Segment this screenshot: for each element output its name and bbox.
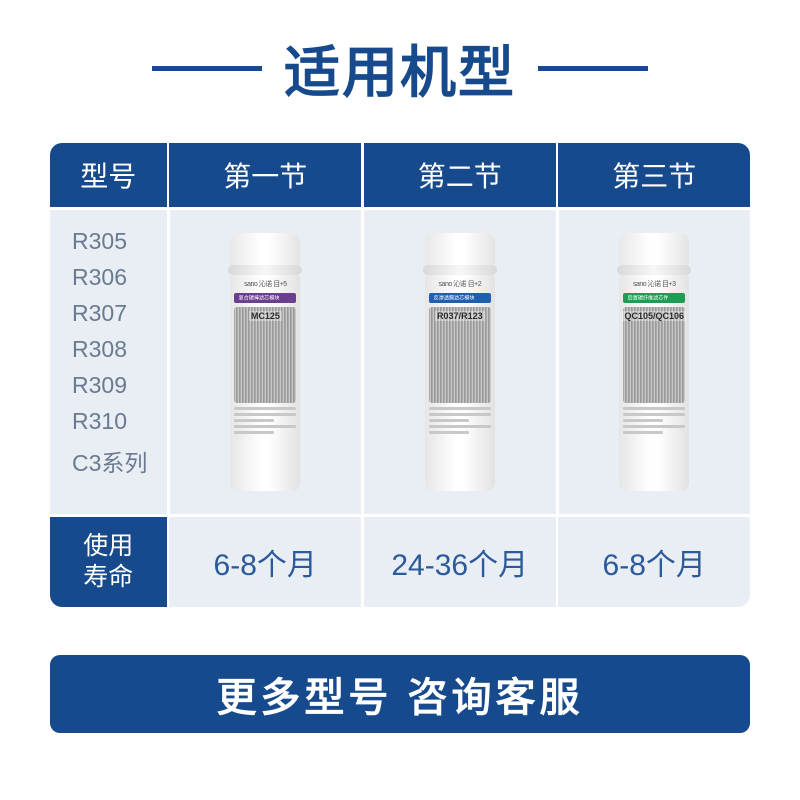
filter2-stripe: 反渗透膜滤芯模块: [429, 293, 491, 303]
table-life-row: 使用 寿命 6-8个月 24-36个月 6-8个月: [50, 517, 750, 607]
stage2-cell: sano 沁诺 目+2 反渗透膜滤芯模块 R037/R123: [364, 210, 555, 514]
model-item: R308: [72, 336, 127, 363]
filter3-stripe: 后置碳纤维滤芯件: [623, 293, 685, 303]
title-bar-left: [152, 66, 262, 71]
model-item: R309: [72, 372, 127, 399]
model-item: R310: [72, 408, 127, 435]
stage1-cell: sano 沁诺 目+5 复合碳棒滤芯模块 MC125: [170, 210, 361, 514]
filter1-brand: sano 沁诺 目+5: [244, 279, 287, 289]
contact-banner[interactable]: 更多型号 咨询客服: [50, 655, 750, 733]
page-title: 适用机型: [284, 28, 516, 109]
life-stage1: 6-8个月: [169, 517, 361, 607]
model-item: R305: [72, 228, 127, 255]
header-stage2: 第二节: [364, 143, 556, 207]
table-body-row: R305 R306 R307 R308 R309 R310 C3系列 sano …: [50, 210, 750, 514]
page-title-group: 适用机型: [152, 28, 648, 109]
life-stage3: 6-8个月: [558, 517, 750, 607]
header-stage3: 第三节: [558, 143, 750, 207]
filter2-brand: sano 沁诺 目+2: [439, 279, 482, 289]
filter1-code: MC125: [249, 311, 282, 321]
stage3-cell: sano 沁诺 目+3 后置碳纤维滤芯件 QC105/QC106: [559, 210, 750, 514]
life-label: 使用 寿命: [50, 517, 167, 607]
filter-cartridge-2: sano 沁诺 目+2 反渗透膜滤芯模块 R037/R123: [425, 233, 495, 491]
table-header-row: 型号 第一节 第二节 第三节: [50, 143, 750, 207]
compat-table: 型号 第一节 第二节 第三节 R305 R306 R307 R308 R309 …: [50, 143, 750, 607]
model-item: R307: [72, 300, 127, 327]
filter2-code: R037/R123: [435, 311, 485, 321]
filter1-stripe: 复合碳棒滤芯模块: [234, 293, 296, 303]
title-bar-right: [538, 66, 648, 71]
filter3-brand: sano 沁诺 目+3: [633, 279, 676, 289]
filter-cartridge-3: sano 沁诺 目+3 后置碳纤维滤芯件 QC105/QC106: [619, 233, 689, 491]
model-item: R306: [72, 264, 127, 291]
filter-cartridge-1: sano 沁诺 目+5 复合碳棒滤芯模块 MC125: [230, 233, 300, 491]
life-stage2: 24-36个月: [364, 517, 556, 607]
header-model: 型号: [50, 143, 167, 207]
model-list: R305 R306 R307 R308 R309 R310 C3系列: [50, 210, 167, 514]
filter3-code: QC105/QC106: [622, 311, 686, 321]
header-stage1: 第一节: [169, 143, 361, 207]
model-item: C3系列: [72, 444, 147, 478]
